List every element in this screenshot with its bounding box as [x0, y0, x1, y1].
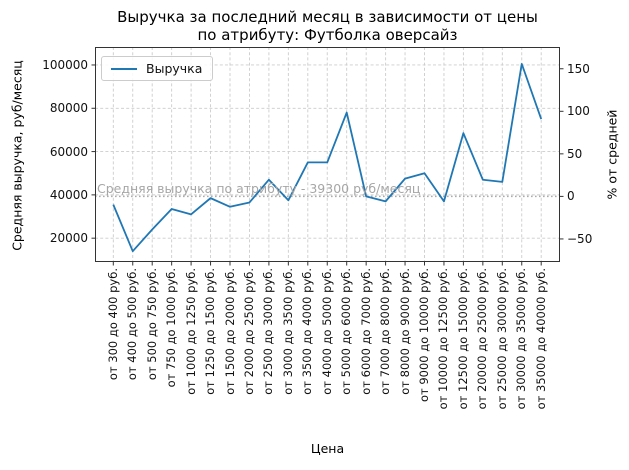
x-tick-label: от 750 до 1000 руб. [164, 268, 179, 388]
x-tick-label: от 1500 до 2000 руб. [222, 268, 237, 395]
y-tick-label-left: 20000 [49, 231, 88, 246]
y-tick-label-right: 150 [567, 61, 590, 76]
y-tick-label-left: 40000 [49, 187, 88, 202]
legend: Выручка [101, 56, 214, 81]
y-tick-label-right: 100 [567, 104, 590, 119]
x-tick-label: от 35000 до 40000 руб. [533, 268, 548, 410]
x-tick-label: от 12500 до 15000 руб. [455, 268, 470, 410]
y-axis-label-left: Средняя выручка, руб/месяц [9, 59, 25, 251]
x-tick-label: от 7000 до 8000 руб. [378, 268, 393, 395]
x-tick-label: от 400 до 500 руб. [125, 268, 140, 381]
y-tick-label-left: 80000 [49, 101, 88, 116]
x-tick-label: от 2500 до 3000 руб. [261, 268, 276, 395]
x-tick-label: от 1000 до 1250 руб. [183, 268, 198, 395]
y-tick-label-left: 100000 [42, 57, 88, 72]
x-tick-label: от 8000 до 9000 руб. [397, 268, 412, 395]
x-tick-label: от 4000 до 5000 руб. [319, 268, 334, 395]
chart-title-line1: Выручка за последний месяц в зависимости… [117, 8, 538, 26]
average-line-annotation: Средняя выручка по атрибуту - 39300 руб/… [97, 181, 421, 197]
y-tick-label-right: 0 [567, 189, 575, 204]
x-tick-label: от 1250 до 1500 руб. [203, 268, 218, 395]
x-tick-label: от 3000 до 3500 руб. [280, 268, 295, 395]
x-tick-label: от 10000 до 12500 руб. [436, 268, 451, 410]
chart-title: Выручка за последний месяц в зависимости… [80, 8, 575, 44]
x-tick-label: от 9000 до 10000 руб. [417, 268, 431, 403]
x-tick-label: от 6000 до 7000 руб. [358, 268, 373, 395]
x-tick-label: от 5000 до 6000 руб. [339, 268, 354, 395]
x-tick-label: от 30000 до 35000 руб. [514, 268, 529, 410]
x-tick-label: от 3500 до 4000 руб. [300, 268, 315, 395]
x-tick-label: от 25000 до 30000 руб. [494, 268, 509, 410]
x-tick-label: от 300 до 400 руб. [105, 268, 120, 381]
legend-label: Выручка [146, 61, 203, 76]
y-tick-label-right: −50 [567, 231, 593, 246]
y-tick-label-right: 50 [567, 146, 583, 161]
plot-area [91, 47, 564, 266]
legend-line-swatch [111, 67, 137, 70]
chart-title-line2: по атрибуту: Футболка оверсайз [197, 26, 458, 44]
x-axis-label: Цена [310, 441, 345, 456]
x-tick-label: от 20000 до 25000 руб. [475, 268, 490, 410]
x-tick-label: от 2000 до 2500 руб. [241, 268, 256, 395]
y-tick-label-left: 60000 [49, 144, 88, 159]
x-tick-label: от 500 до 750 руб. [144, 268, 159, 381]
